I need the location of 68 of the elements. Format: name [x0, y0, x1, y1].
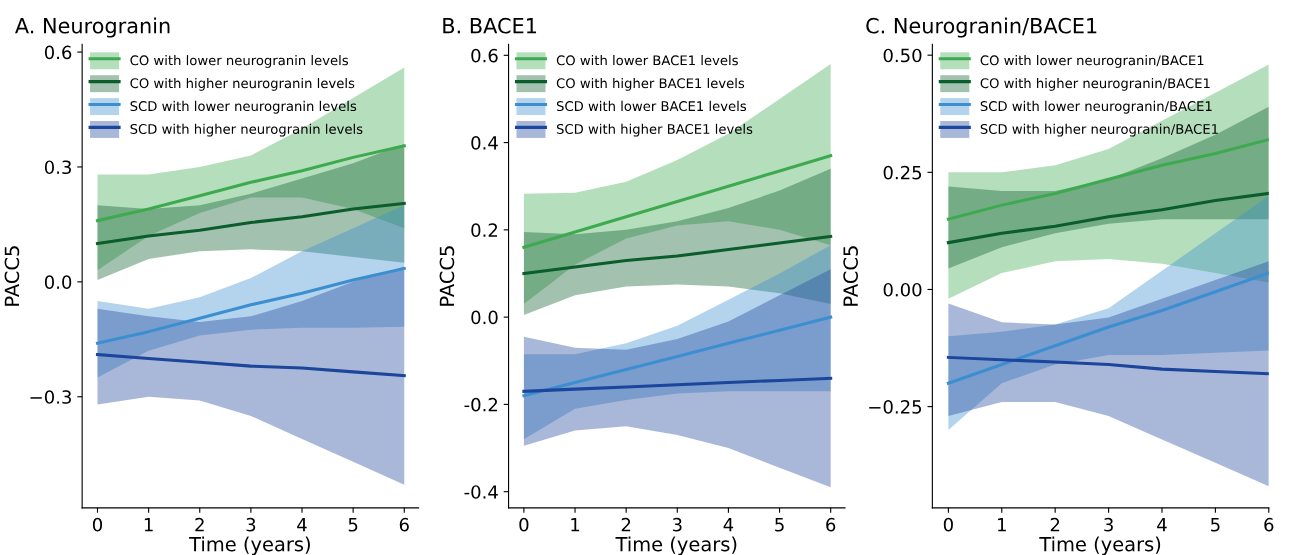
x-tick-label: 4: [297, 518, 307, 532]
legend-label: SCD with lower neurogranin/BACE1: [980, 100, 1212, 114]
y-axis-title: PACC5: [843, 246, 858, 306]
line-series: [522, 234, 833, 276]
y-tick-label: 0.4: [471, 136, 498, 150]
chart-title: A. Neurogranin: [15, 17, 170, 38]
y-tick-label: 0.6: [471, 48, 498, 63]
line-series: [522, 376, 833, 393]
line-series: [946, 137, 1269, 221]
chart-title: C. Neurogranin/BACE1: [866, 17, 1097, 38]
x-tick-label: 2: [195, 517, 204, 532]
y-tick-label: 0.25: [883, 165, 922, 180]
chart-title: B. BACE1: [443, 17, 537, 34]
y-tick-label: -0.2: [464, 397, 498, 412]
legend-label: SCD with higher neurogranin levels: [130, 123, 363, 137]
line-series: [95, 353, 406, 378]
x-tick-label: 5: [1211, 518, 1220, 532]
line-series: [95, 144, 406, 223]
legend-label: CO with lower neurogranin/BACE1: [980, 55, 1204, 68]
y-tick-label: 0.3: [44, 160, 71, 175]
x-axis-title: Time (years): [189, 536, 310, 555]
x-tick-label: 6: [826, 517, 836, 532]
y-tick-label: 0.0: [44, 275, 72, 289]
line-series: [95, 201, 406, 246]
x-axis-title: Time (years): [1039, 536, 1161, 555]
x-tick-label: 3: [672, 517, 682, 532]
y-tick-label: 0.2: [471, 223, 498, 237]
x-tick-label: 1: [144, 518, 153, 532]
line-series: [946, 271, 1269, 385]
line-series: [95, 266, 406, 345]
x-tick-label: 6: [399, 517, 409, 532]
x-tick-label: 3: [1104, 517, 1113, 532]
x-tick-label: 1: [998, 518, 1006, 532]
legend-label: CO with lower neurogranin levels: [130, 55, 349, 68]
x-tick-label: 6: [1264, 517, 1274, 532]
legend-label: SCD with lower BACE1 levels: [556, 100, 747, 112]
legend-label: SCD with higher neurogranin/BACE1: [980, 123, 1218, 137]
line-series: [946, 191, 1269, 245]
legend-label: SCD with lower neurogranin levels: [130, 100, 357, 114]
x-tick-label: 0: [519, 517, 529, 532]
y-tick-label: −0.25: [869, 400, 922, 414]
x-tick-label: 3: [246, 517, 256, 532]
legend-label: CO with higher neurogranin levels: [130, 77, 355, 91]
x-tick-label: 5: [348, 518, 358, 532]
y-tick-label: 0.50: [883, 48, 922, 63]
x-tick-label: 5: [775, 518, 784, 532]
line-series: [522, 154, 833, 249]
y-tick-label: 0.0: [471, 310, 498, 325]
y-tick-label: −0.3: [30, 390, 71, 404]
x-tick-label: 4: [1157, 518, 1167, 532]
y-tick-label: 0.6: [44, 45, 72, 60]
line-series: [522, 315, 833, 398]
y-tick-label: -0.4: [464, 485, 498, 499]
x-tick-label: 2: [621, 517, 631, 532]
x-tick-label: 0: [92, 517, 103, 532]
y-axis-title: PACC5: [4, 246, 20, 306]
x-tick-label: 4: [723, 518, 734, 532]
y-tick-label: 0.00: [883, 282, 922, 297]
x-tick-label: 1: [571, 518, 580, 532]
legend-label: CO with lower BACE1 levels: [556, 55, 738, 66]
legend-label: CO with higher neurogranin/BACE1: [980, 77, 1210, 91]
legend-label: SCD with higher BACE1 levels: [556, 123, 753, 137]
x-tick-label: 2: [1050, 517, 1060, 532]
x-tick-label: 0: [943, 517, 953, 532]
line-series: [946, 355, 1269, 376]
x-axis-title: Time (years): [615, 536, 737, 555]
legend-label: CO with higher BACE1 levels: [556, 77, 745, 91]
y-axis-title: PACC5: [439, 246, 455, 306]
